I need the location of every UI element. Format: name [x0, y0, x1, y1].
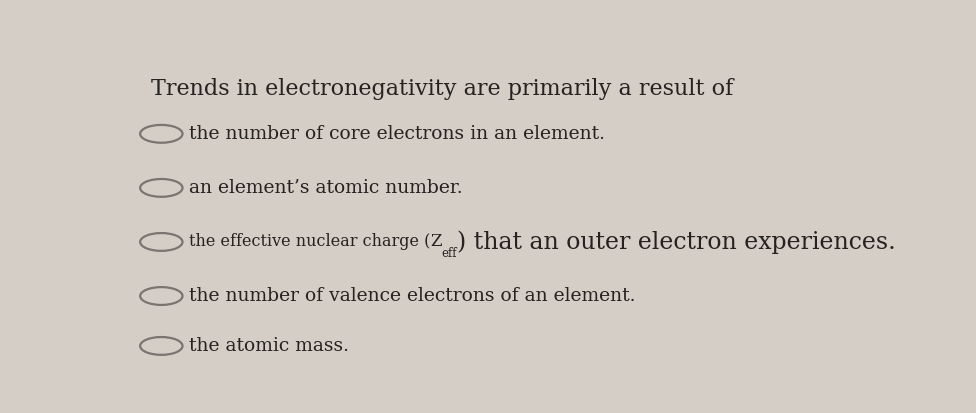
- Text: an element’s atomic number.: an element’s atomic number.: [188, 179, 463, 197]
- Text: the number of valence electrons of an element.: the number of valence electrons of an el…: [188, 287, 635, 305]
- Circle shape: [141, 287, 183, 305]
- Circle shape: [141, 179, 183, 197]
- Text: eff: eff: [441, 247, 457, 260]
- Text: the atomic mass.: the atomic mass.: [188, 337, 348, 355]
- Text: the effective nuclear charge (: the effective nuclear charge (: [188, 233, 430, 250]
- Text: ) that an outer electron experiences.: ) that an outer electron experiences.: [457, 230, 896, 254]
- Text: Trends in electronegativity are primarily a result of: Trends in electronegativity are primaril…: [150, 78, 733, 100]
- Text: Z: Z: [430, 233, 441, 250]
- Circle shape: [141, 233, 183, 251]
- Text: the number of core electrons in an element.: the number of core electrons in an eleme…: [188, 125, 604, 143]
- Circle shape: [141, 337, 183, 355]
- Circle shape: [141, 125, 183, 143]
